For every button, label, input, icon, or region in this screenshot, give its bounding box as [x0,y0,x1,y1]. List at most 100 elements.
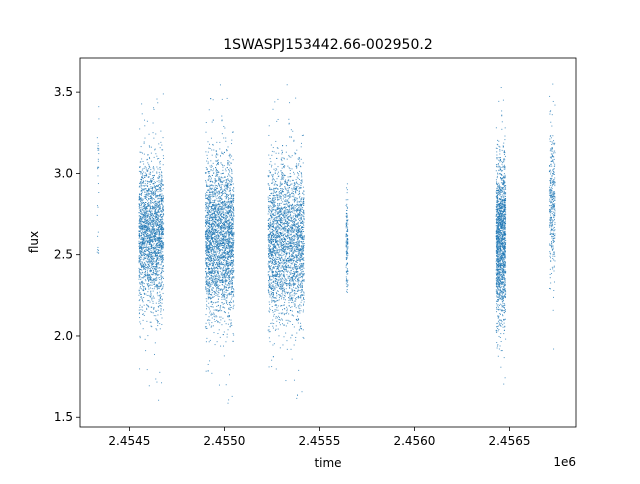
data-point [216,226,218,228]
data-point [138,225,140,227]
data-point [208,249,210,251]
data-point [151,258,153,260]
data-point [229,374,230,376]
data-point [140,171,142,173]
data-point [209,194,211,196]
data-point [214,247,216,249]
data-point [233,256,235,258]
data-point [155,200,157,202]
data-point [145,196,147,198]
data-point [219,267,221,269]
data-point [207,296,209,298]
data-point [161,258,163,260]
data-point [146,283,148,285]
data-point [222,277,224,279]
data-point [225,235,227,237]
data-point [210,294,212,296]
data-point [231,233,232,235]
data-point [146,235,148,237]
data-point [159,294,161,296]
data-point [161,172,163,174]
data-point [206,214,208,216]
data-point [230,213,232,215]
data-point [153,237,155,239]
data-point [139,247,141,249]
data-point [150,219,152,221]
data-point [208,147,210,149]
data-point [220,192,222,194]
data-point [210,297,212,299]
data-point [212,264,214,266]
data-point [223,257,225,259]
data-point [147,181,149,183]
data-point [208,205,210,207]
data-point [142,173,144,175]
data-point [218,206,220,208]
data-point [220,208,222,210]
data-point [97,147,99,149]
data-point [220,232,222,234]
data-point [221,258,223,260]
data-point [218,241,220,243]
data-point [147,247,149,249]
data-point [229,273,231,275]
data-point [147,241,149,243]
data-point [206,256,208,258]
data-point [150,152,152,154]
data-point [153,191,155,193]
data-point [140,204,142,206]
data-point [217,257,219,259]
data-point [215,280,217,282]
data-point [227,162,229,164]
data-point [214,320,216,322]
data-point [209,210,211,212]
data-point [230,206,232,208]
data-point [221,263,223,265]
data-point [155,195,157,197]
data-point [158,143,160,145]
data-point [161,221,163,223]
data-point [206,246,208,248]
data-point [218,230,220,232]
data-point [159,204,161,206]
data-point [154,218,156,220]
data-point [152,178,154,180]
data-point [221,268,223,270]
data-point [154,216,156,218]
data-point [220,189,222,191]
data-point [154,255,156,257]
data-point [155,263,157,265]
data-point [230,280,232,282]
data-point [159,200,161,202]
data-point [232,247,234,249]
data-point [162,206,164,208]
data-point [139,246,141,248]
data-point [209,147,211,149]
data-point [156,279,158,281]
data-point [220,173,222,175]
data-point [141,261,143,263]
data-point [147,204,149,206]
data-point [160,257,162,259]
data-point [142,221,144,223]
data-point [209,268,211,270]
data-point [218,254,220,256]
data-point [141,179,143,181]
data-point [144,225,146,227]
data-point [213,296,215,298]
data-point [223,247,225,249]
data-point [230,291,232,293]
data-point [145,227,147,229]
data-point [143,202,145,204]
data-point [141,152,143,154]
data-point [225,341,227,343]
data-point [154,261,156,263]
data-point [205,180,207,182]
data-point [161,201,163,203]
data-point [213,232,215,234]
data-point [143,283,145,285]
data-point [158,186,160,188]
data-point [216,152,218,154]
data-point [211,289,213,291]
data-point [216,276,218,278]
